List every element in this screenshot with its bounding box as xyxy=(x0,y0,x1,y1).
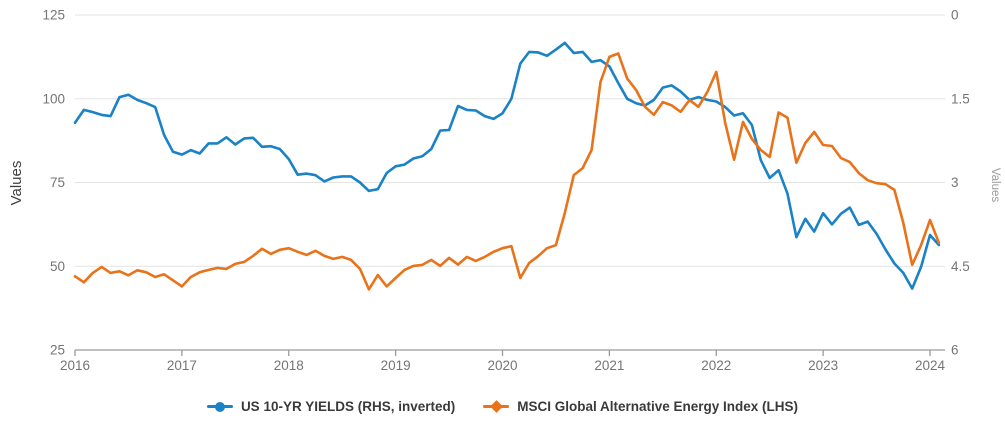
blue-series-line xyxy=(73,41,941,290)
right-axis-tick-label: 1.5 xyxy=(951,91,970,106)
x-axis-tick-label: 2020 xyxy=(487,358,517,373)
legend-label: MSCI Global Alternative Energy Index (LH… xyxy=(517,399,799,414)
left-axis-tick-label: 125 xyxy=(42,8,65,23)
left-axis-tick-label: 25 xyxy=(50,343,65,358)
x-axis-tick-label: 2017 xyxy=(167,358,197,373)
right-axis-tick-label: 4.5 xyxy=(951,259,970,274)
legend-diamond-orange xyxy=(489,400,503,413)
left-axis-tick-label: 50 xyxy=(50,259,65,274)
legend-dot-blue xyxy=(214,401,225,412)
x-axis-tick-label: 2019 xyxy=(381,358,411,373)
legend-item-us-10yr-yields[interactable]: US 10-YR YIELDS (RHS, inverted) xyxy=(206,399,456,414)
right-axis-tick-label: 0 xyxy=(951,8,959,23)
left-axis-tick-label: 100 xyxy=(42,91,65,106)
x-axis-tick-label: 2022 xyxy=(701,358,731,373)
legend-item-msci-alt-energy[interactable]: MSCI Global Alternative Energy Index (LH… xyxy=(483,399,798,414)
x-axis-tick-label: 2021 xyxy=(594,358,624,373)
diamond-marker-icon xyxy=(483,400,510,414)
x-axis-tick-label: 2018 xyxy=(274,358,304,373)
right-axis-tick-label: 3 xyxy=(951,175,959,190)
x-axis-tick-label: 2024 xyxy=(915,358,946,373)
right-axis-tick-label: 6 xyxy=(951,343,959,358)
x-axis-tick-label: 2023 xyxy=(808,358,838,373)
right-axis-title: Values xyxy=(989,167,1001,203)
legend: US 10-YR YIELDS (RHS, inverted) MSCI Glo… xyxy=(0,399,1005,414)
x-axis-tick-label: 2016 xyxy=(60,358,90,373)
left-axis-title: Values xyxy=(8,160,25,206)
legend-label: US 10-YR YIELDS (RHS, inverted) xyxy=(240,399,456,414)
circle-marker-icon xyxy=(206,400,233,414)
left-axis-tick-label: 75 xyxy=(50,175,65,190)
orange-series-line xyxy=(73,52,941,291)
